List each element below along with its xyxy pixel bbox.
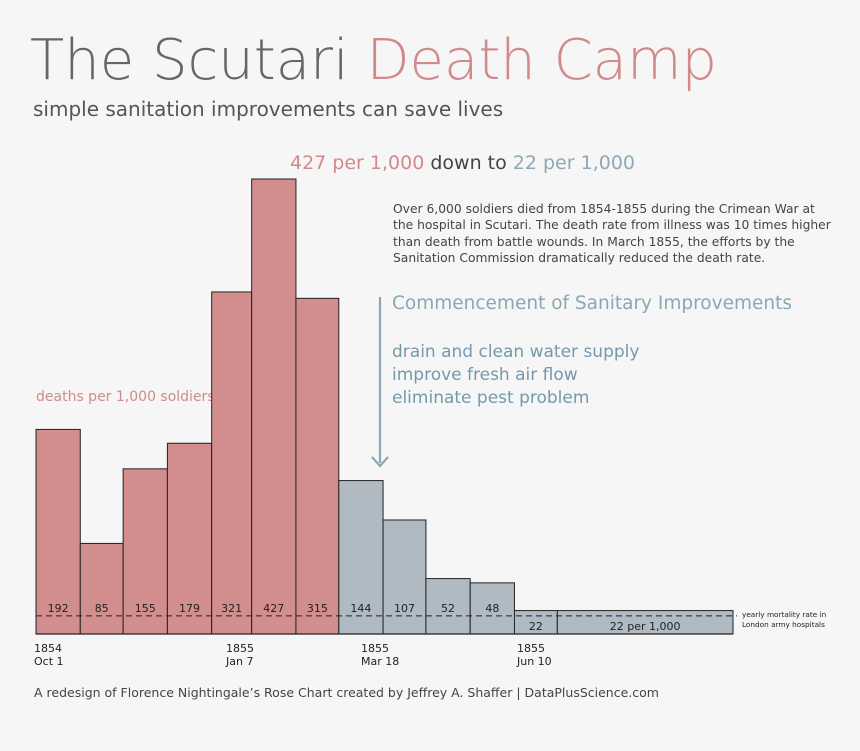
x-tick-date: Jan 7 <box>225 655 253 668</box>
headline-after: 22 per 1,000 <box>512 152 635 174</box>
page-title: The Scutari Death Camp <box>30 28 717 93</box>
baseline-label: London army hospitals <box>742 620 825 629</box>
bar <box>166 442 213 635</box>
bar <box>382 519 427 635</box>
bar-value-label: 85 <box>95 602 109 615</box>
x-tick-date: Jun 10 <box>516 655 552 668</box>
footer-credit: A redesign of Florence Nightingale’s Ros… <box>34 685 659 700</box>
bar <box>338 480 384 635</box>
bar <box>469 582 515 635</box>
x-tick-date: Oct 1 <box>34 655 64 668</box>
action-item: improve fresh air flow <box>392 365 578 385</box>
bar-value-label: 321 <box>221 602 242 615</box>
bar-value-label: 179 <box>179 602 200 615</box>
bar <box>211 291 253 635</box>
x-tick-year: 1854 <box>34 642 62 655</box>
bar-value-label: 107 <box>394 602 415 615</box>
bar-value-label: 144 <box>350 602 371 615</box>
bar-value-label: 22 per 1,000 <box>610 620 681 633</box>
y-axis-label: deaths per 1,000 soldiers <box>36 389 215 405</box>
headline: 427 per 1,000 down to 22 per 1,000 <box>290 152 635 174</box>
action-list: drain and clean water supply improve fre… <box>392 341 639 410</box>
action-item: eliminate pest problem <box>392 388 590 408</box>
bar-value-label: 22 <box>529 620 543 633</box>
x-tick-year: 1855 <box>517 642 545 655</box>
headline-before: 427 per 1,000 <box>290 152 425 174</box>
x-tick-year: 1855 <box>361 642 389 655</box>
title-part-1: The Scutari <box>30 28 367 93</box>
bar-value-label: 52 <box>441 602 455 615</box>
commencement-label: Commencement of Sanitary Improvements <box>392 293 792 314</box>
bar-value-label: 48 <box>485 602 499 615</box>
bar-value-label: 192 <box>48 602 69 615</box>
title-part-2: Death Camp <box>366 28 718 93</box>
bar <box>425 578 471 635</box>
headline-middle: down to <box>424 152 513 174</box>
bar <box>295 297 340 635</box>
bar-value-label: 315 <box>307 602 328 615</box>
action-item: drain and clean water supply <box>392 342 640 362</box>
bar <box>251 178 297 635</box>
description-text: Over 6,000 soldiers died from 1854-1855 … <box>393 202 831 265</box>
arrow-down-icon <box>371 297 389 468</box>
bar-value-label: 155 <box>135 602 156 615</box>
bar <box>35 428 81 635</box>
x-tick-year: 1855 <box>226 642 254 655</box>
bar-value-label: 427 <box>263 602 284 615</box>
bar <box>79 542 124 635</box>
baseline-label: yearly mortality rate in <box>742 610 826 619</box>
page-subtitle: simple sanitation improvements can save … <box>33 97 504 121</box>
x-tick-date: Mar 18 <box>361 655 399 668</box>
